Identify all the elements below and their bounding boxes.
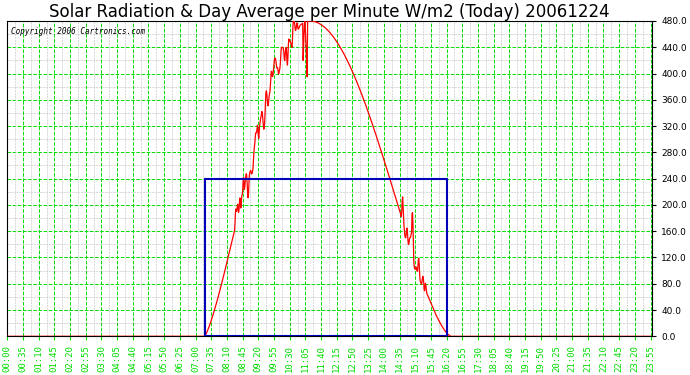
Text: Copyright 2006 Cartronics.com: Copyright 2006 Cartronics.com xyxy=(10,27,145,36)
Title: Solar Radiation & Day Average per Minute W/m2 (Today) 20061224: Solar Radiation & Day Average per Minute… xyxy=(50,3,610,21)
Bar xyxy=(204,178,446,336)
